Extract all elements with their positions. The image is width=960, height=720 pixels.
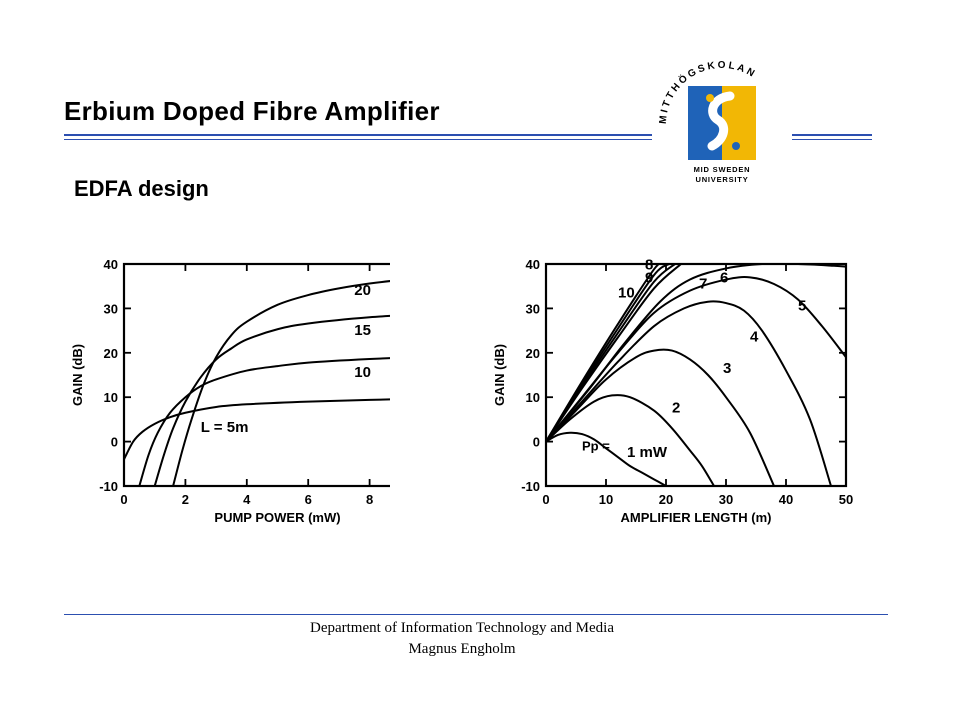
series-line — [546, 300, 832, 486]
series-line — [546, 264, 846, 443]
x-tick-label: 0 — [120, 492, 127, 507]
series-label: 15 — [354, 322, 371, 339]
x-tick-label: 50 — [839, 492, 853, 507]
y-tick-label: 20 — [104, 346, 118, 361]
series-label: 4 — [750, 329, 759, 346]
series-label: 5 — [798, 298, 806, 315]
series-label: 1 mW — [627, 444, 668, 461]
plot-frame — [544, 262, 848, 488]
y-tick-label: -10 — [521, 479, 540, 494]
series-line — [546, 264, 676, 443]
series-line — [138, 357, 390, 486]
x-tick-label: 2 — [182, 492, 189, 507]
series-label: 10 — [618, 284, 635, 301]
title-rule-left — [64, 134, 652, 136]
slide-title: Erbium Doped Fibre Amplifier — [64, 96, 440, 126]
series-label: 7 — [699, 275, 707, 292]
series-line — [546, 431, 667, 486]
series-line — [546, 264, 664, 443]
series-line — [124, 398, 390, 460]
title-rule-right — [792, 134, 872, 136]
y-tick-label: -10 — [99, 479, 118, 494]
series-label: 2 — [672, 400, 680, 417]
y-axis-label: GAIN (dB) — [70, 344, 85, 406]
x-tick-label: 0 — [542, 492, 549, 507]
y-tick-label: 10 — [526, 390, 540, 405]
y-tick-label: 30 — [526, 301, 540, 316]
y-tick-label: 40 — [104, 257, 118, 272]
y-axis-label: GAIN (dB) — [492, 344, 507, 406]
series-label: 8 — [645, 256, 653, 273]
footer-author: Magnus Engholm — [408, 641, 516, 657]
series-label: 20 — [354, 282, 371, 299]
y-tick-label: 40 — [526, 257, 540, 272]
series-label: 9 — [645, 270, 653, 287]
series-label: 6 — [720, 270, 728, 287]
y-tick-label: 0 — [533, 435, 540, 450]
logo-line-1: MID SWEDEN — [694, 165, 751, 174]
y-tick-label: 10 — [104, 390, 118, 405]
x-axis-label: PUMP POWER (mW) — [214, 510, 340, 525]
title-rule-left-2 — [64, 139, 652, 140]
series-line — [546, 264, 682, 443]
series-label: 10 — [354, 364, 371, 381]
footer-rule — [64, 614, 888, 615]
series-line — [153, 314, 390, 486]
university-logo: MITTHÖGSKOLAN MID SWEDEN UNIVERSITY — [652, 54, 792, 194]
y-tick-label: 30 — [104, 301, 118, 316]
x-axis-label: AMPLIFIER LENGTH (m) — [621, 510, 772, 525]
x-tick-label: 8 — [366, 492, 373, 507]
section-subtitle: EDFA design — [74, 176, 209, 201]
x-tick-label: 10 — [599, 492, 613, 507]
plot-frame — [122, 262, 390, 488]
series-label: 3 — [723, 360, 731, 377]
title-rule-right-2 — [792, 139, 872, 140]
footer-department: Department of Information Technology and… — [310, 620, 614, 636]
series-line — [172, 280, 390, 486]
series-line — [546, 348, 775, 486]
series-prefix-label: Pp = — [582, 438, 610, 453]
y-tick-label: 20 — [526, 346, 540, 361]
y-tick-label: 0 — [111, 435, 118, 450]
x-tick-label: 4 — [243, 492, 251, 507]
series-line — [546, 393, 715, 486]
x-tick-label: 20 — [659, 492, 673, 507]
logo-line-2: UNIVERSITY — [695, 175, 748, 184]
x-tick-label: 30 — [719, 492, 733, 507]
series-label: L = 5m — [201, 419, 249, 436]
x-tick-label: 40 — [779, 492, 793, 507]
x-tick-label: 6 — [305, 492, 312, 507]
